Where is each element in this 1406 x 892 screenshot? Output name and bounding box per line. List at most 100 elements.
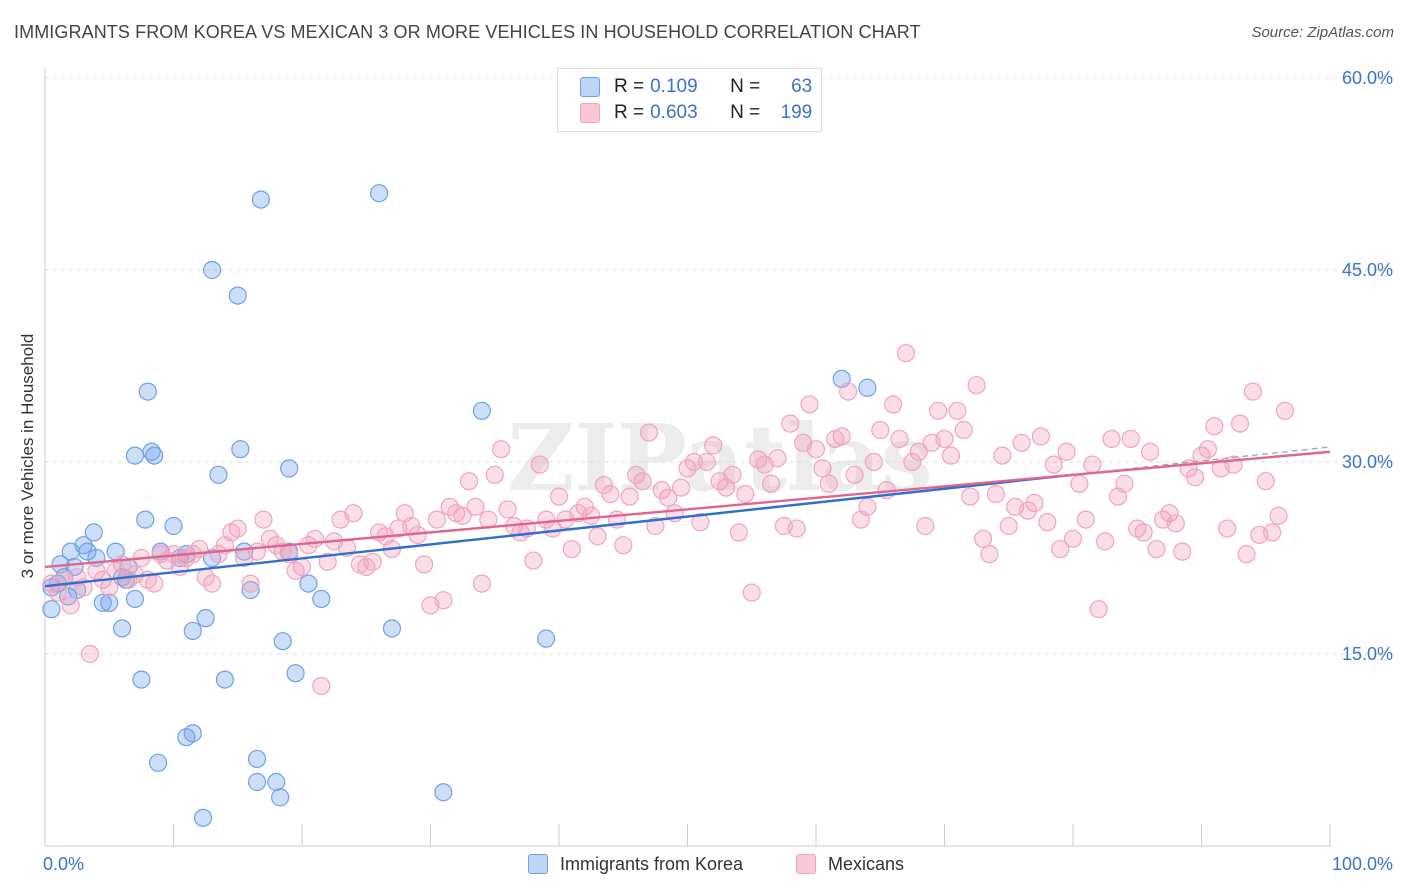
mexicans-point <box>1205 417 1224 436</box>
mexicans-point <box>1269 506 1288 525</box>
mexicans-point <box>620 487 639 506</box>
mexicans-point <box>1243 382 1263 401</box>
mexicans-point <box>697 452 716 472</box>
mexicans-point <box>1070 474 1089 493</box>
mexicans-r-label: R = <box>614 102 645 123</box>
mexicans-point <box>1063 529 1083 548</box>
mexicans-point <box>1115 474 1134 493</box>
korea-point <box>164 516 183 536</box>
mexicans-point <box>1057 442 1076 461</box>
mexicans-point <box>228 519 247 538</box>
mexicans-point <box>1121 429 1140 449</box>
korea-point <box>125 589 145 609</box>
bottom-legend-korea[interactable]: Immigrants from Korea <box>528 852 743 876</box>
korea-point <box>78 542 97 561</box>
mexicans-point <box>80 644 100 664</box>
y-tick-label: 15.0% <box>1342 644 1393 664</box>
mexicans-point <box>806 440 826 459</box>
mexicans-point <box>247 542 267 561</box>
mexicans-point <box>1185 468 1205 487</box>
mexicans-point <box>1147 539 1166 559</box>
mexicans-point <box>633 472 652 491</box>
korea-point <box>209 465 228 484</box>
mexicans-point <box>813 459 832 478</box>
mexicans-point <box>646 516 665 536</box>
mexicans-point <box>575 497 594 516</box>
mexicans-point <box>948 401 967 420</box>
korea-point <box>112 619 132 638</box>
mexicans-point <box>1166 514 1185 533</box>
korea-point <box>215 670 234 689</box>
mexicans-point <box>961 487 980 506</box>
korea-point <box>93 593 112 612</box>
korea-point <box>299 574 318 593</box>
x-tick-label-min: 0.0% <box>43 854 84 874</box>
korea-point <box>84 523 103 542</box>
mexicans-point <box>1218 519 1237 538</box>
mexicans-point <box>524 551 543 570</box>
mexicans-point <box>781 414 800 433</box>
korea-point <box>280 459 299 478</box>
mexicans-point <box>466 497 485 516</box>
bottom-legend-mexicans[interactable]: Mexicans <box>796 852 904 876</box>
mexicans-point <box>1051 539 1070 559</box>
mexicans-point <box>993 446 1012 465</box>
mexicans-point <box>980 545 999 564</box>
mexicans-point <box>671 478 691 497</box>
mexicans-point <box>453 506 472 525</box>
korea-point <box>858 378 877 397</box>
mexicans-point <box>414 555 434 574</box>
mexicans-point <box>601 484 620 504</box>
y-axis-label: 3 or more Vehicles in Household <box>18 333 37 579</box>
mexicans-point <box>530 455 549 474</box>
mexicans-point <box>858 497 877 516</box>
mexicans-point <box>492 440 511 459</box>
mexicans-point <box>312 676 331 696</box>
mexicans-point <box>254 510 273 529</box>
mexicans-point <box>761 474 781 493</box>
korea-point <box>42 600 61 619</box>
chart-source: Source: ZipAtlas.com <box>1251 24 1394 41</box>
mexicans-r-value: 0.603 <box>650 102 698 123</box>
mexicans-point <box>691 513 710 532</box>
mexicans-point <box>639 423 659 442</box>
korea-point <box>251 190 270 209</box>
mexicans-point <box>1140 442 1160 461</box>
mexicans-point <box>1031 427 1050 446</box>
mexicans-point <box>145 574 164 593</box>
mexicans-point <box>890 429 909 449</box>
mexicans-point <box>459 472 479 491</box>
mexicans-point <box>967 376 986 395</box>
mexicans-point <box>999 516 1018 536</box>
y-tick-label: 30.0% <box>1342 452 1393 472</box>
mexicans-point <box>871 420 890 440</box>
mexicans-n-value: 199 <box>780 102 813 123</box>
mexicans-point <box>549 487 569 506</box>
mexicans-legend-swatch <box>796 854 816 874</box>
mexicans-point <box>864 452 883 472</box>
mexicans-point <box>190 539 209 559</box>
legend-row-mexicans: R = 0.603 N = 199 <box>580 101 812 125</box>
mexicans-point <box>614 536 633 555</box>
korea-r-value: 0.109 <box>650 76 698 97</box>
korea-point <box>100 593 119 612</box>
korea-point <box>183 724 202 743</box>
mexicans-point <box>768 449 787 468</box>
mexicans-point <box>292 557 312 577</box>
mexicans-point <box>1089 600 1108 619</box>
mexicans-point <box>896 344 916 363</box>
korea-point <box>370 184 389 203</box>
korea-point <box>231 440 250 459</box>
mexicans-point <box>1038 513 1057 532</box>
mexicans-swatch <box>580 103 600 123</box>
mexicans-point <box>1256 472 1275 491</box>
korea-point <box>312 589 331 609</box>
grid-lines <box>45 77 1395 655</box>
mexicans-point <box>318 552 337 571</box>
mexicans-point <box>344 504 363 523</box>
korea-point <box>148 753 168 772</box>
korea-point <box>193 808 213 827</box>
mexicans-point <box>1083 455 1102 474</box>
korea-point <box>241 580 260 600</box>
korea-swatch <box>580 77 600 97</box>
